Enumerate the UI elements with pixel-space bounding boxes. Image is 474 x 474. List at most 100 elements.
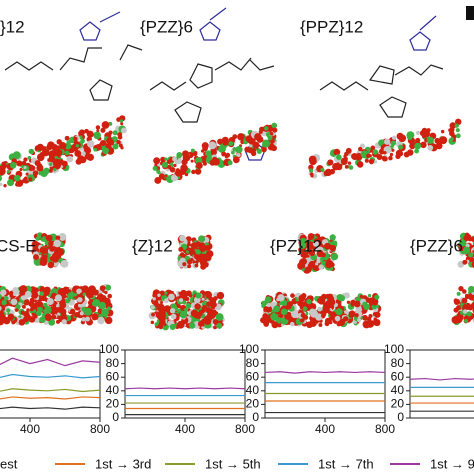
atom — [210, 304, 214, 308]
atom — [157, 163, 161, 167]
atom — [54, 294, 63, 302]
atom — [31, 312, 35, 317]
atom — [170, 290, 174, 295]
atom — [39, 291, 45, 296]
atom — [16, 160, 23, 167]
atom — [160, 300, 164, 304]
atom — [295, 298, 299, 302]
atom — [48, 168, 53, 173]
atom — [203, 261, 209, 268]
atom — [73, 136, 78, 141]
panel-label: {PPZ}12 — [300, 17, 363, 36]
atom — [85, 290, 94, 299]
atom — [202, 161, 207, 166]
atom — [86, 153, 94, 161]
atom — [346, 300, 351, 304]
atom — [58, 307, 65, 314]
atom — [302, 306, 308, 312]
atom — [60, 259, 69, 268]
atom — [54, 148, 63, 157]
atom — [25, 172, 29, 176]
atom — [217, 138, 224, 145]
atom — [306, 242, 312, 249]
atom — [190, 148, 195, 153]
atom — [11, 162, 15, 167]
atom — [331, 299, 336, 304]
atom — [216, 322, 223, 329]
atom — [160, 156, 166, 163]
panel-label: {PZZ}6 — [410, 236, 463, 255]
atom — [25, 299, 29, 303]
atom — [112, 130, 118, 136]
atom — [415, 137, 421, 143]
atom — [173, 163, 177, 168]
atom — [464, 234, 471, 240]
y-tick-label: 80 — [106, 356, 120, 370]
x-tick-label: 800 — [90, 422, 110, 436]
data-line — [0, 406, 101, 410]
atom — [53, 167, 57, 172]
atom — [0, 317, 5, 326]
atom — [236, 152, 241, 158]
atom — [185, 296, 190, 302]
atom — [30, 300, 34, 305]
atom — [208, 141, 217, 150]
atom — [461, 297, 468, 304]
atom — [29, 165, 36, 171]
atom — [27, 156, 32, 160]
atom — [168, 293, 175, 301]
atom — [329, 320, 333, 325]
atom — [178, 246, 184, 252]
atom — [45, 151, 49, 155]
atom — [344, 164, 349, 169]
atom — [64, 135, 70, 141]
atom — [218, 145, 226, 153]
atom — [426, 136, 434, 144]
atom — [176, 320, 185, 329]
atom — [58, 232, 67, 241]
atom — [19, 167, 23, 172]
atom — [335, 299, 340, 304]
atom — [232, 156, 240, 164]
panel-label: {PZ}12 — [270, 236, 322, 255]
atom — [254, 133, 262, 141]
atom — [3, 184, 7, 188]
atom — [369, 149, 374, 153]
atom — [280, 308, 288, 316]
atom — [198, 235, 206, 243]
atom — [39, 316, 46, 323]
atom — [179, 298, 184, 303]
atom — [171, 324, 177, 329]
data-line — [409, 377, 474, 381]
plot-frame — [124, 349, 246, 419]
y-tick-label: 40 — [246, 383, 260, 397]
atom — [46, 297, 54, 306]
atom — [450, 137, 454, 141]
x-tick-label: 800 — [235, 422, 255, 436]
atom — [353, 320, 357, 324]
y-tick-label: 0 — [112, 410, 119, 424]
atom — [202, 304, 208, 310]
atom — [47, 158, 52, 162]
atom — [462, 304, 469, 311]
atom — [272, 127, 278, 133]
atom — [56, 303, 60, 308]
atom — [362, 314, 368, 321]
atom — [206, 301, 212, 307]
atom — [376, 154, 383, 160]
atom — [43, 167, 50, 175]
atom — [182, 262, 187, 267]
atom — [287, 301, 294, 307]
atom — [382, 156, 388, 162]
atom — [453, 298, 461, 306]
atom — [154, 322, 159, 327]
atom — [373, 160, 378, 164]
atom — [256, 148, 262, 154]
atom — [264, 305, 273, 313]
atom — [61, 287, 67, 293]
atom — [117, 134, 123, 140]
atom — [83, 307, 92, 316]
atom — [191, 317, 196, 323]
atom — [158, 173, 165, 180]
atom — [462, 259, 468, 265]
